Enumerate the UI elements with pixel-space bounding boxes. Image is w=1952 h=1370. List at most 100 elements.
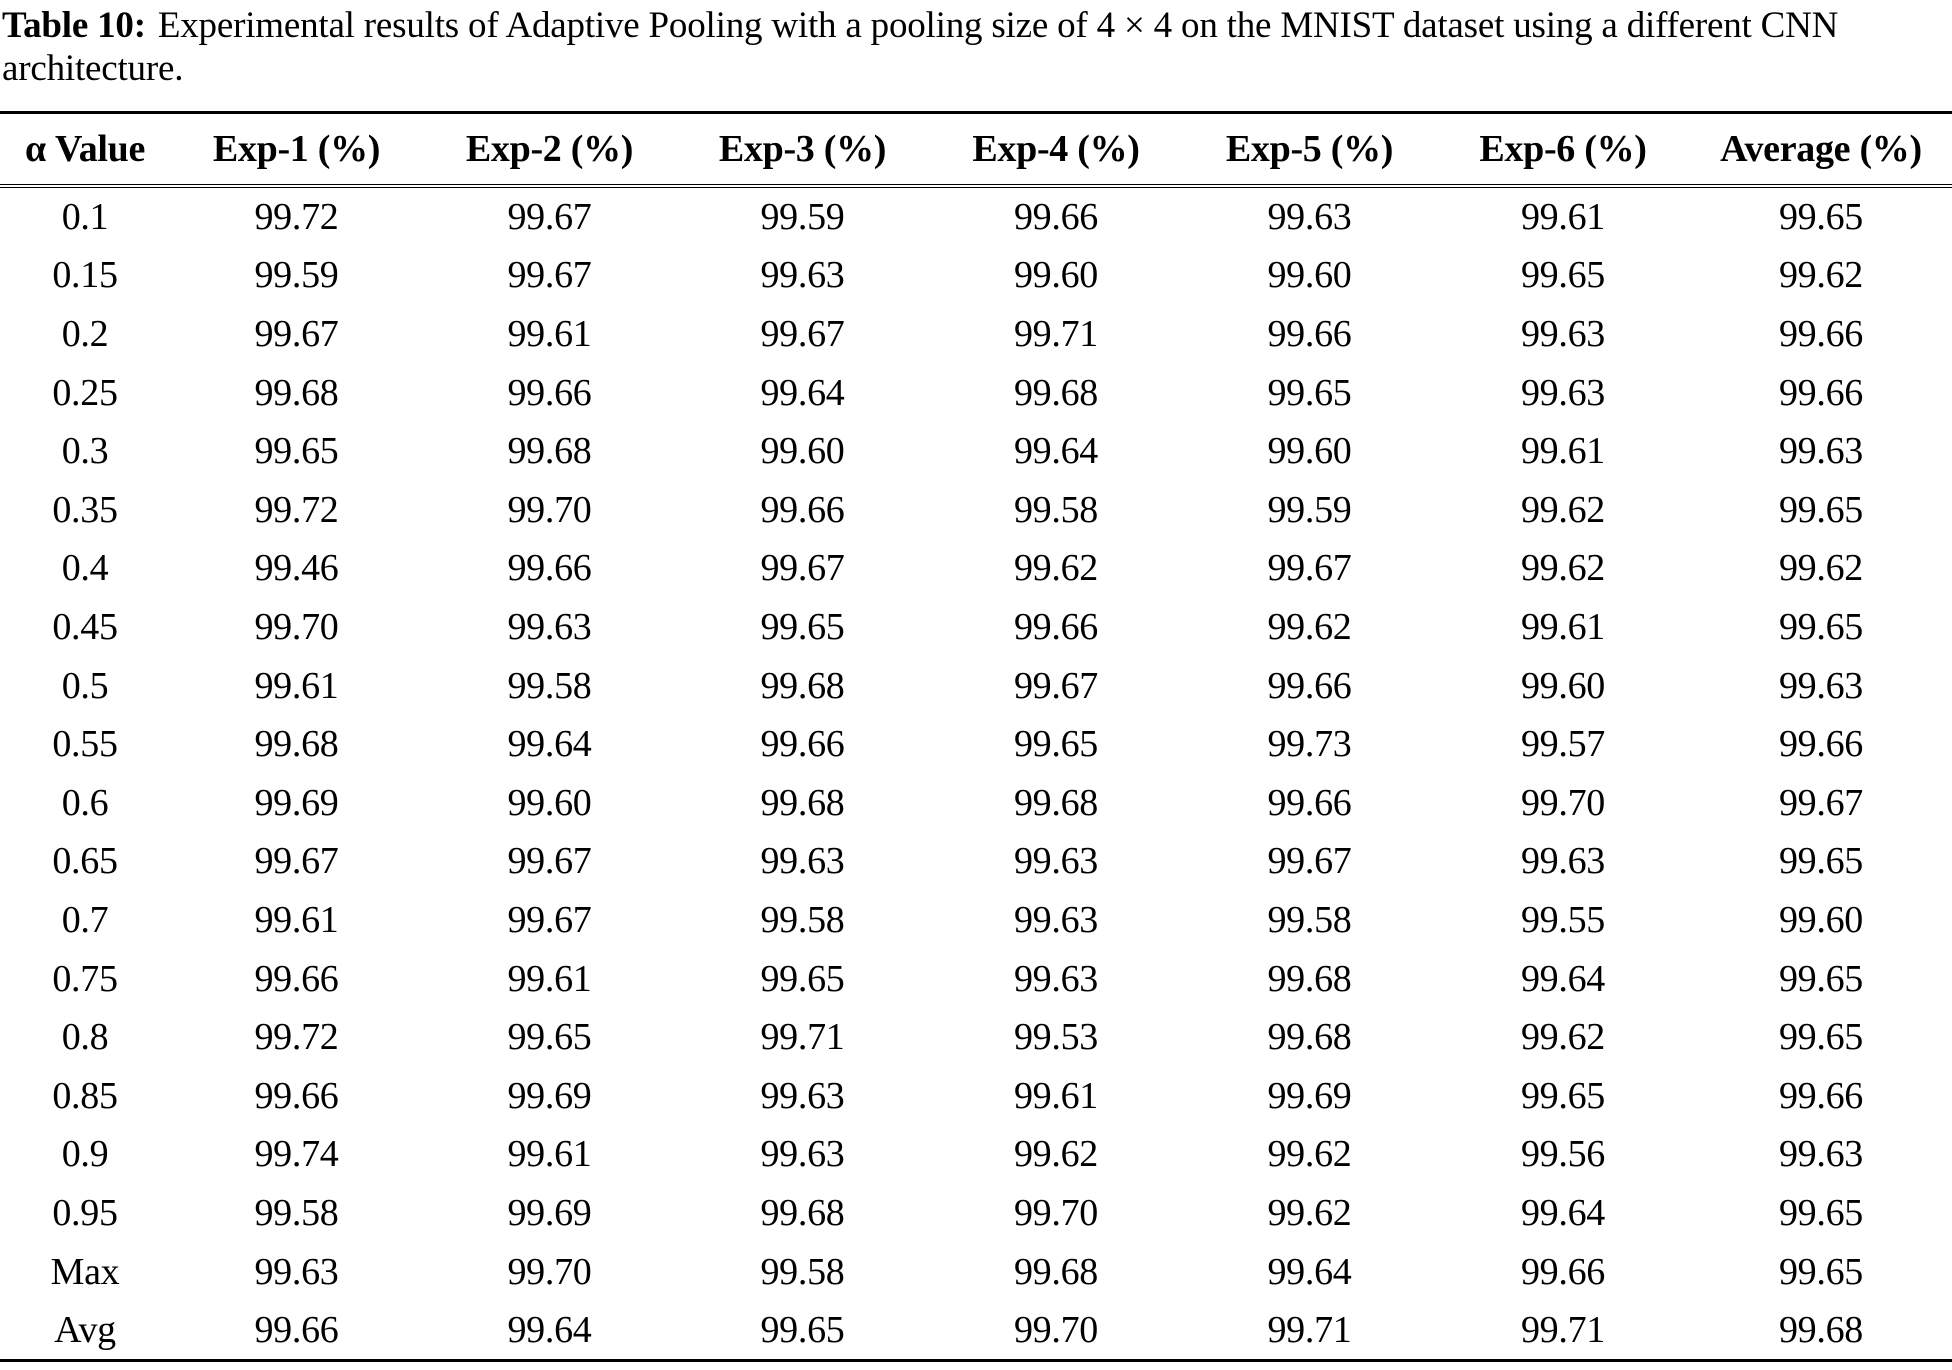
exp6-cell: 99.61 <box>1520 606 1605 649</box>
exp5-cell: 99.73 <box>1267 723 1352 766</box>
alpha-value-cell: 0.1 <box>61 195 109 238</box>
exp2-cell: 99.61 <box>507 313 592 356</box>
exp4-cell: 99.53 <box>1013 1016 1098 1059</box>
alpha-value-cell: 0.5 <box>61 664 109 707</box>
exp6-cell: 99.63 <box>1520 313 1605 356</box>
exp5-cell: 99.66 <box>1267 664 1352 707</box>
exp4-cell: 99.62 <box>1013 1133 1098 1176</box>
exp3-cell: 99.65 <box>760 957 845 1000</box>
exp1-cell: 99.74 <box>254 1133 339 1176</box>
alpha-value-cell: 0.95 <box>52 1191 118 1234</box>
exp1-cell: 99.72 <box>254 1016 339 1059</box>
alpha-value-cell: 0.45 <box>52 606 118 649</box>
exp1-cell: 99.68 <box>254 723 339 766</box>
exp5-cell: 99.62 <box>1267 606 1352 649</box>
exp1-cell: 99.58 <box>254 1191 339 1234</box>
table-row: 0.1 99.72 99.67 99.59 99.66 99.63 99.61 … <box>0 186 1952 247</box>
exp4-cell: 99.71 <box>1013 313 1098 356</box>
exp1-cell: 99.68 <box>254 371 339 414</box>
exp6-cell: 99.64 <box>1520 957 1605 1000</box>
exp4-cell: 99.63 <box>1013 840 1098 883</box>
table-row: 0.2 99.67 99.61 99.67 99.71 99.66 99.63 … <box>0 305 1952 364</box>
table-row: 0.7 99.61 99.67 99.58 99.63 99.58 99.55 … <box>0 891 1952 950</box>
exp5-cell: 99.62 <box>1267 1133 1352 1176</box>
column-header: α Value <box>0 110 170 188</box>
exp5-cell: 99.69 <box>1267 1074 1352 1117</box>
exp5-cell: 99.60 <box>1267 254 1352 297</box>
exp5-cell: 99.65 <box>1267 371 1352 414</box>
column-header: Exp-4 (%) <box>929 110 1183 188</box>
column-header: Exp-6 (%) <box>1436 110 1690 188</box>
table-caption-text: Experimental results of Adaptive Pooling… <box>2 5 1839 90</box>
table-row: 0.45 99.70 99.63 99.65 99.66 99.62 99.61… <box>0 598 1952 657</box>
alpha-value-cell: 0.3 <box>61 430 109 473</box>
exp1-cell: 99.67 <box>254 313 339 356</box>
exp1-cell: 99.72 <box>254 488 339 531</box>
exp2-cell: 99.63 <box>507 606 592 649</box>
table-caption: Table 10: Experimental results of Adaptiv… <box>2 4 1950 91</box>
exp4-cell: 99.65 <box>1013 723 1098 766</box>
exp1-cell: 99.65 <box>254 430 339 473</box>
exp4-cell: 99.70 <box>1013 1191 1098 1234</box>
table-row: 0.5 99.61 99.58 99.68 99.67 99.66 99.60 … <box>0 656 1952 715</box>
exp3-cell: 99.63 <box>760 254 845 297</box>
exp3-cell: 99.64 <box>760 371 845 414</box>
exp2-cell: 99.67 <box>507 840 592 883</box>
exp3-cell: 99.67 <box>760 547 845 590</box>
table-row: 0.65 99.67 99.67 99.63 99.63 99.67 99.63… <box>0 832 1952 891</box>
average-cell: 99.62 <box>1778 547 1863 590</box>
alpha-value-cell: 0.15 <box>52 254 118 297</box>
exp2-cell: 99.69 <box>507 1191 592 1234</box>
average-cell: 99.65 <box>1778 606 1863 649</box>
average-cell: 99.66 <box>1778 371 1863 414</box>
table-row: Avg 99.66 99.64 99.65 99.70 99.71 99.71 … <box>0 1301 1952 1361</box>
exp6-cell: 99.61 <box>1520 195 1605 238</box>
paper-page: Table 10: Experimental results of Adaptiv… <box>0 4 1952 1370</box>
table-row: 0.8 99.72 99.65 99.71 99.53 99.68 99.62 … <box>0 1008 1952 1067</box>
exp4-cell: 99.68 <box>1013 371 1098 414</box>
exp6-cell: 99.63 <box>1520 371 1605 414</box>
exp6-cell: 99.55 <box>1520 898 1605 941</box>
exp6-cell: 99.57 <box>1520 723 1605 766</box>
header-row: α Value Exp-1 (%) Exp-2 (%) Exp-3 (%) Ex… <box>0 110 1952 188</box>
table-row: 0.3 99.65 99.68 99.60 99.64 99.60 99.61 … <box>0 422 1952 481</box>
exp1-cell: 99.61 <box>254 898 339 941</box>
exp4-cell: 99.63 <box>1013 898 1098 941</box>
table-row: 0.55 99.68 99.64 99.66 99.65 99.73 99.57… <box>0 715 1952 774</box>
exp4-cell: 99.68 <box>1013 1250 1098 1293</box>
exp6-cell: 99.64 <box>1520 1191 1605 1234</box>
exp6-cell: 99.62 <box>1520 547 1605 590</box>
exp1-cell: 99.69 <box>254 781 339 824</box>
exp2-cell: 99.69 <box>507 1074 592 1117</box>
column-header: Average (%) <box>1690 110 1952 188</box>
exp6-cell: 99.71 <box>1520 1309 1605 1352</box>
exp4-cell: 99.63 <box>1013 957 1098 1000</box>
exp1-cell: 99.72 <box>254 195 339 238</box>
exp5-cell: 99.63 <box>1267 195 1352 238</box>
exp2-cell: 99.61 <box>507 1133 592 1176</box>
exp2-cell: 99.70 <box>507 488 592 531</box>
average-cell: 99.67 <box>1778 781 1863 824</box>
exp4-cell: 99.70 <box>1013 1309 1098 1352</box>
table-header: α Value Exp-1 (%) Exp-2 (%) Exp-3 (%) Ex… <box>0 110 1952 188</box>
exp6-cell: 99.65 <box>1520 1074 1605 1117</box>
table-row: 0.85 99.66 99.69 99.63 99.61 99.69 99.65… <box>0 1066 1952 1125</box>
exp2-cell: 99.68 <box>507 430 592 473</box>
table-row: 0.4 99.46 99.66 99.67 99.62 99.67 99.62 … <box>0 539 1952 598</box>
exp3-cell: 99.71 <box>760 1016 845 1059</box>
exp6-cell: 99.60 <box>1520 664 1605 707</box>
exp3-cell: 99.58 <box>760 898 845 941</box>
average-cell: 99.66 <box>1778 1074 1863 1117</box>
alpha-value-cell: 0.65 <box>52 840 118 883</box>
exp4-cell: 99.66 <box>1013 606 1098 649</box>
exp4-cell: 99.66 <box>1013 195 1098 238</box>
table-caption-label: Table 10: <box>2 5 146 46</box>
table-row: 0.6 99.69 99.60 99.68 99.68 99.66 99.70 … <box>0 774 1952 833</box>
exp3-cell: 99.68 <box>760 664 845 707</box>
exp2-cell: 99.70 <box>507 1250 592 1293</box>
exp6-cell: 99.62 <box>1520 488 1605 531</box>
exp5-cell: 99.66 <box>1267 313 1352 356</box>
exp4-cell: 99.61 <box>1013 1074 1098 1117</box>
table-row: 0.9 99.74 99.61 99.63 99.62 99.62 99.56 … <box>0 1125 1952 1184</box>
alpha-value-cell: 0.2 <box>61 313 109 356</box>
